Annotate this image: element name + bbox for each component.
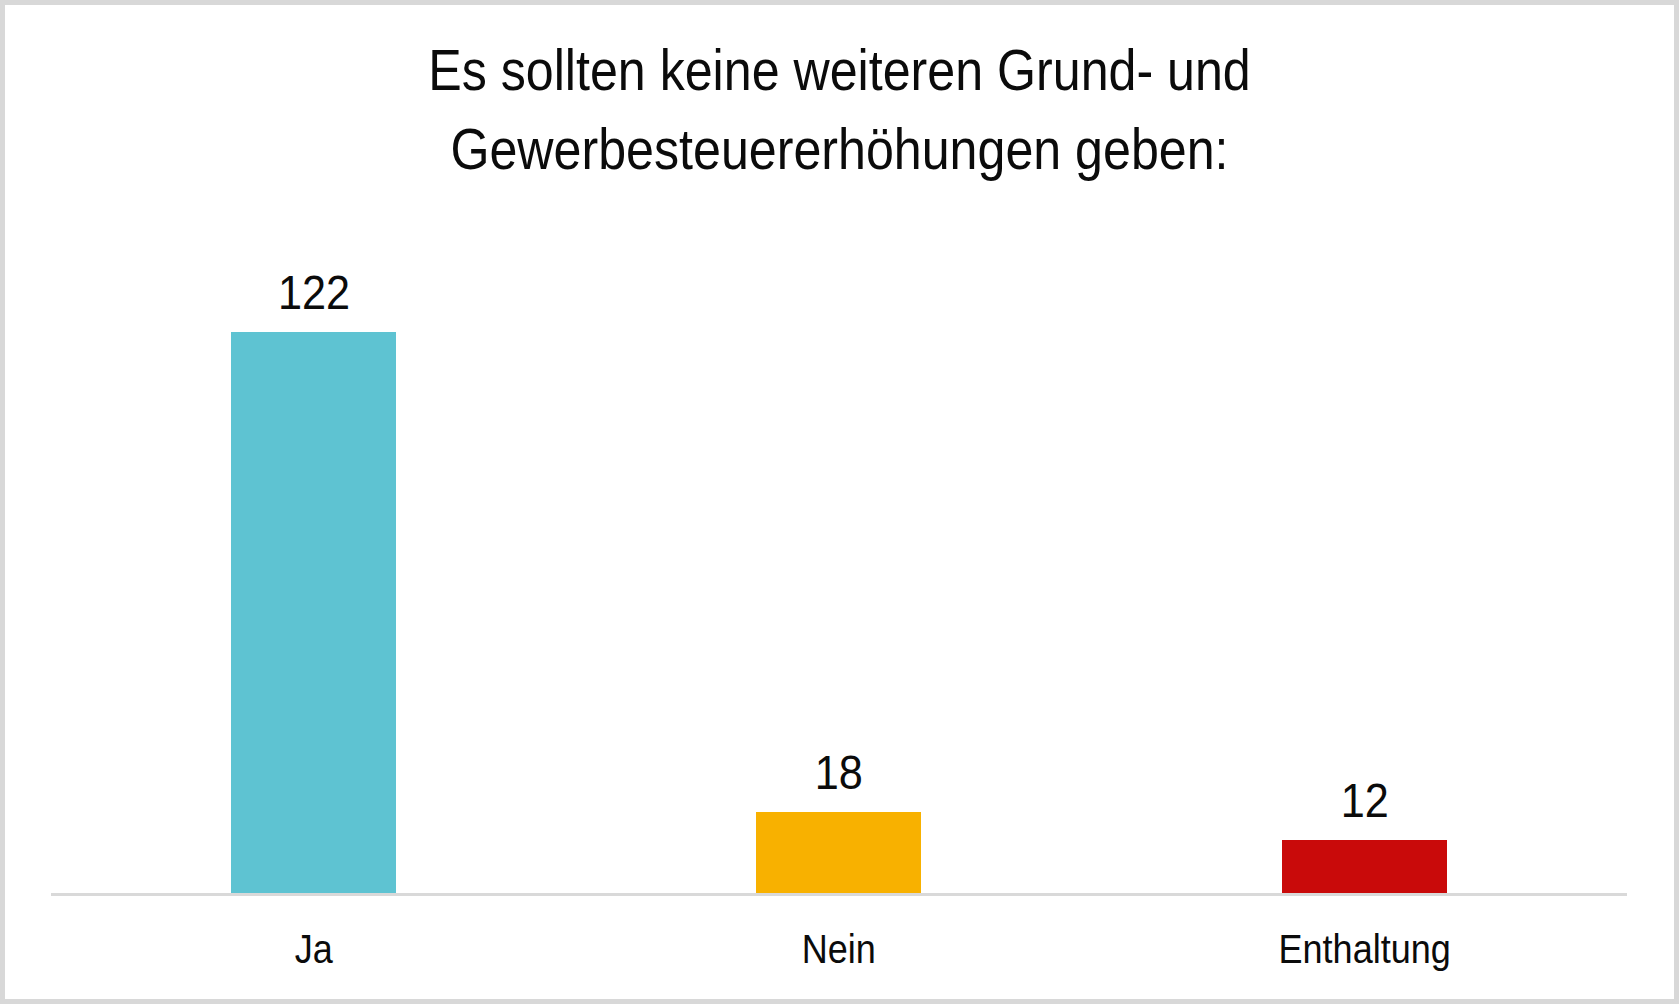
plot-area: 122 18 12	[51, 5, 1627, 895]
category-axis-labels: Ja Nein Enthaltung	[51, 925, 1627, 973]
x-axis-line	[51, 893, 1627, 896]
bar-enthaltung	[1282, 840, 1447, 895]
bar-ja	[231, 332, 396, 895]
value-label-nein: 18	[815, 749, 863, 797]
bar-column-nein: 18	[576, 749, 1101, 895]
bar-column-ja: 122	[51, 269, 576, 895]
category-label-nein: Nein	[603, 925, 1076, 973]
value-label-enthaltung: 12	[1340, 777, 1388, 825]
chart-canvas: Es sollten keine weiteren Grund- und Gew…	[0, 0, 1679, 1004]
bar-column-enthaltung: 12	[1102, 777, 1627, 895]
category-label-ja: Ja	[77, 925, 550, 973]
bar-nein	[756, 812, 921, 895]
category-label-enthaltung: Enthaltung	[1128, 925, 1601, 973]
value-label-ja: 122	[278, 269, 350, 317]
